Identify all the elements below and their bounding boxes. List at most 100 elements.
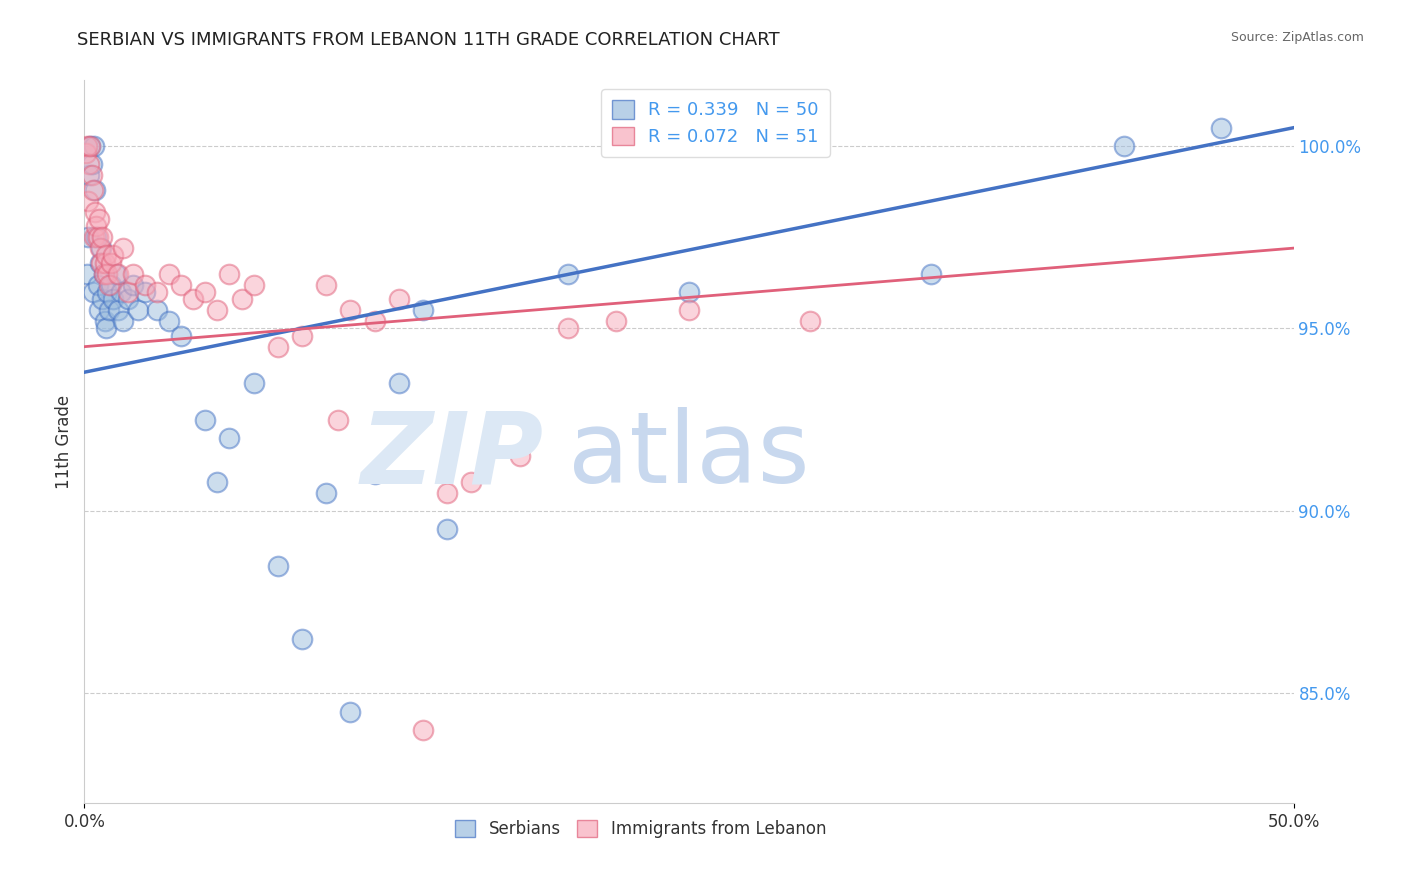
Point: [557, 321, 579, 335]
Point: [412, 303, 434, 318]
Point: [363, 467, 385, 482]
Point: [1209, 120, 1232, 135]
Point: [460, 475, 482, 489]
Point: [127, 303, 149, 318]
Point: [157, 314, 180, 328]
Point: [90, 256, 112, 270]
Point: [436, 485, 458, 500]
Point: [146, 285, 169, 299]
Point: [97, 303, 120, 318]
Point: [86, 230, 108, 244]
Point: [207, 475, 229, 489]
Point: [315, 277, 337, 292]
Point: [86, 230, 108, 244]
Point: [557, 267, 579, 281]
Point: [96, 267, 118, 281]
Point: [315, 485, 337, 500]
Point: [339, 705, 361, 719]
Legend: Serbians, Immigrants from Lebanon: Serbians, Immigrants from Lebanon: [449, 814, 832, 845]
Text: atlas: atlas: [568, 408, 810, 505]
Point: [82, 183, 104, 197]
Point: [91, 292, 114, 306]
Point: [90, 241, 112, 255]
Text: SERBIAN VS IMMIGRANTS FROM LEBANON 11TH GRADE CORRELATION CHART: SERBIAN VS IMMIGRANTS FROM LEBANON 11TH …: [77, 31, 780, 49]
Point: [339, 303, 361, 318]
Point: [77, 157, 100, 171]
Point: [107, 303, 129, 318]
Point: [920, 267, 942, 281]
Point: [77, 168, 100, 182]
Point: [134, 285, 156, 299]
Point: [267, 340, 290, 354]
Point: [799, 314, 821, 328]
Point: [388, 376, 411, 391]
Text: Source: ZipAtlas.com: Source: ZipAtlas.com: [1230, 31, 1364, 45]
Point: [89, 241, 111, 255]
Point: [100, 256, 122, 270]
Point: [103, 292, 125, 306]
Point: [87, 211, 110, 226]
Point: [103, 248, 125, 262]
Point: [76, 139, 98, 153]
Point: [328, 412, 350, 426]
Point: [194, 412, 217, 426]
Point: [86, 219, 108, 234]
Text: ZIP: ZIP: [361, 408, 544, 505]
Point: [112, 314, 135, 328]
Point: [388, 292, 411, 306]
Point: [194, 285, 217, 299]
Point: [100, 277, 122, 292]
Point: [94, 256, 117, 270]
Point: [94, 248, 117, 262]
Point: [242, 277, 264, 292]
Point: [80, 157, 103, 171]
Point: [80, 168, 103, 182]
Point: [76, 267, 98, 281]
Point: [82, 285, 104, 299]
Point: [412, 723, 434, 737]
Point: [94, 321, 117, 335]
Point: [117, 292, 139, 306]
Point: [96, 285, 118, 299]
Point: [121, 267, 143, 281]
Point: [84, 204, 107, 219]
Point: [291, 328, 314, 343]
Point: [267, 558, 290, 573]
Point: [157, 267, 180, 281]
Point: [678, 303, 700, 318]
Point: [91, 230, 114, 244]
Point: [93, 267, 115, 281]
Point: [117, 285, 139, 299]
Point: [83, 230, 105, 244]
Point: [231, 292, 253, 306]
Point: [363, 314, 385, 328]
Point: [93, 267, 115, 281]
Point: [170, 328, 193, 343]
Point: [86, 277, 108, 292]
Point: [218, 431, 240, 445]
Point: [110, 285, 132, 299]
Point: [84, 183, 107, 197]
Point: [83, 139, 105, 153]
Point: [104, 267, 127, 281]
Point: [218, 267, 240, 281]
Point: [79, 139, 101, 153]
Point: [89, 256, 111, 270]
Point: [87, 303, 110, 318]
Point: [242, 376, 264, 391]
Point: [121, 277, 143, 292]
Point: [97, 277, 120, 292]
Point: [509, 449, 531, 463]
Point: [207, 303, 229, 318]
Point: [605, 314, 627, 328]
Point: [436, 522, 458, 536]
Point: [107, 267, 129, 281]
Point: [94, 314, 117, 328]
Point: [77, 230, 100, 244]
Point: [79, 139, 101, 153]
Point: [1114, 139, 1136, 153]
Point: [181, 292, 204, 306]
Point: [146, 303, 169, 318]
Point: [75, 146, 97, 161]
Point: [134, 277, 156, 292]
